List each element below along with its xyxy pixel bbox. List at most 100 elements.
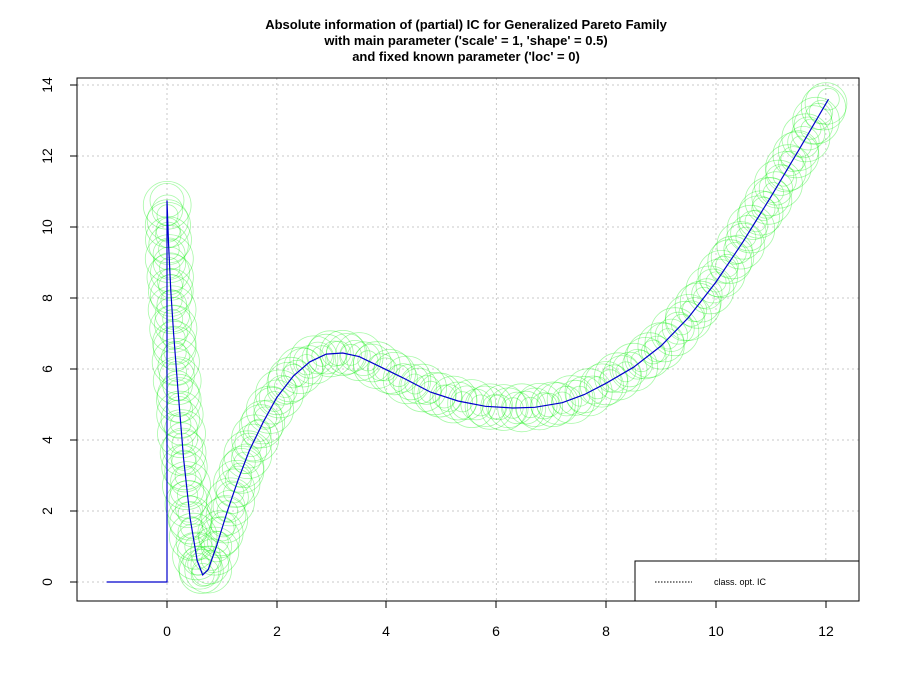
y-axis: 0 2 4 6 8 10 12 14 [39, 77, 78, 586]
marker-circle [289, 335, 339, 385]
marker-circle [306, 330, 354, 378]
marker-circle [464, 385, 507, 427]
marker-circle [146, 253, 194, 301]
marker-circle [223, 482, 245, 504]
marker-circle [227, 462, 253, 488]
y-tick: 6 [39, 365, 77, 373]
y-tick-label: 10 [39, 219, 55, 235]
marker-circle [609, 342, 658, 392]
marker-circle [156, 390, 204, 438]
marker-circle [805, 102, 833, 130]
marker-circle [808, 100, 834, 125]
marker-circle [692, 286, 715, 309]
marker-circle [273, 375, 297, 398]
marker-circle [481, 394, 508, 420]
marker-circle [765, 144, 812, 191]
marker-circle [253, 399, 282, 429]
marker-circle [184, 536, 206, 557]
marker-circle [762, 182, 784, 204]
marker-circle [255, 369, 304, 419]
marker-circle [276, 346, 324, 394]
marker-circle [212, 490, 246, 523]
marker-circle [780, 146, 807, 173]
marker-circle [772, 165, 795, 187]
marker-circle [738, 190, 784, 236]
x-tick-label: 10 [708, 623, 724, 639]
marker-circle [723, 241, 747, 265]
marker-circle [201, 496, 249, 544]
marker-circle [413, 371, 457, 416]
marker-circle [146, 199, 189, 242]
marker-circle [334, 332, 384, 382]
marker-circle [626, 332, 673, 378]
marker-circle [738, 210, 769, 241]
marker-circle [772, 131, 820, 179]
marker-circle [216, 500, 239, 522]
x-tick-label: 8 [602, 623, 610, 639]
chart-title-line-2: with main parameter ('scale' = 1, 'shape… [323, 33, 607, 48]
y-tick-label: 14 [39, 77, 55, 93]
marker-circle [164, 480, 213, 529]
x-tick-label: 6 [492, 623, 500, 639]
marker-circle [258, 379, 295, 416]
marker-circle [175, 494, 203, 523]
marker-circle [170, 444, 197, 471]
marker-circle [168, 480, 208, 519]
x-tick: 12 [818, 601, 834, 639]
marker-circle [253, 386, 292, 425]
marker-circle [697, 249, 746, 298]
marker-circle [400, 367, 438, 405]
marker-circle [725, 222, 762, 260]
marker-circle [486, 394, 513, 421]
marker-circle [178, 549, 224, 594]
marker-circle [551, 391, 574, 414]
marker-circle [160, 342, 190, 372]
marker-circle [267, 356, 314, 403]
marker-circle [180, 516, 203, 539]
marker-circle [497, 383, 547, 433]
marker-circle [150, 274, 193, 317]
marker-circle [804, 82, 848, 125]
marker-circle [156, 377, 202, 423]
marker-circle [176, 484, 198, 506]
marker-circle [164, 411, 198, 446]
x-tick: 10 [708, 601, 724, 639]
marker-circle [460, 388, 493, 421]
y-tick-label: 4 [39, 436, 55, 444]
marker-circle [245, 385, 294, 434]
marker-circle [159, 429, 207, 477]
y-tick: 14 [39, 77, 77, 93]
y-tick-label: 6 [39, 365, 55, 373]
marker-circle [723, 234, 753, 264]
marker-circle [695, 268, 731, 304]
marker-circle [233, 451, 256, 474]
marker-circle [170, 413, 192, 435]
marker-circle [175, 523, 213, 561]
marker-circle [206, 477, 255, 527]
series-layer [106, 98, 830, 583]
marker-circle [172, 531, 221, 581]
marker-circle [231, 432, 268, 469]
marker-circle [177, 501, 202, 526]
marker-circle [557, 379, 594, 416]
marker-circle [162, 370, 193, 401]
marker-circle [800, 118, 822, 140]
marker-circle [447, 379, 497, 429]
legend-box [634, 560, 860, 602]
marker-circle [735, 226, 757, 248]
marker-circle [230, 443, 262, 475]
marker-circle [411, 375, 442, 405]
marker-circle [451, 391, 473, 413]
series-line [106, 98, 830, 583]
marker-circle [449, 385, 485, 420]
marker-circle [190, 526, 240, 576]
marker-circle [578, 375, 608, 405]
marker-circle [661, 311, 695, 345]
marker-circle [387, 364, 411, 388]
y-tick-label: 12 [39, 148, 55, 164]
marker-circle [144, 201, 191, 248]
y-tick: 12 [39, 148, 77, 164]
marker-circle [154, 296, 191, 333]
marker-circle [551, 385, 582, 417]
